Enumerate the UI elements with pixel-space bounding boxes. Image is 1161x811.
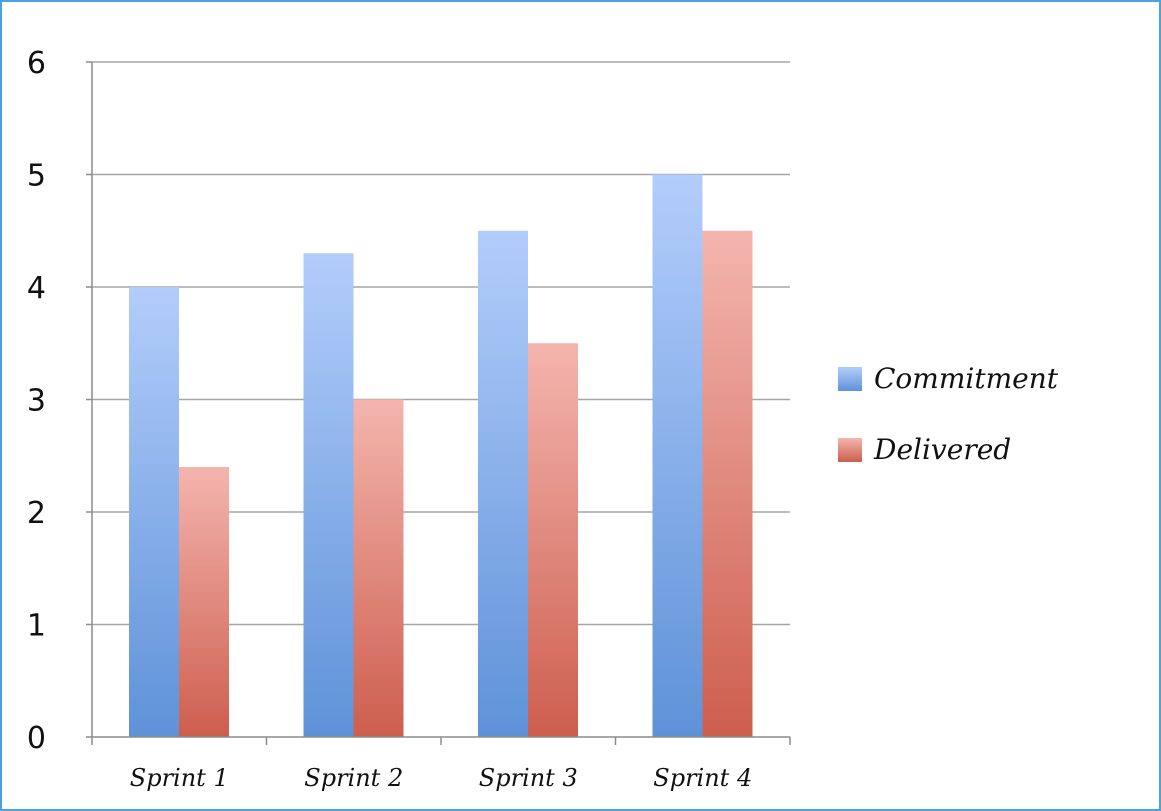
bar-commitment-1 <box>129 287 179 737</box>
y-tick-label: 6 <box>27 46 46 81</box>
bar-commitment-2 <box>303 253 354 737</box>
x-tick-label: Sprint 3 <box>479 764 578 792</box>
legend-swatch-delivered <box>838 438 862 462</box>
bars <box>129 174 753 737</box>
y-tick-label: 5 <box>27 159 46 194</box>
y-tick-label: 4 <box>27 271 46 306</box>
legend-label-commitment: Commitment <box>874 362 1059 395</box>
y-tick-label: 0 <box>27 721 46 756</box>
bar-commitment-3 <box>478 230 528 737</box>
y-tick-label: 2 <box>27 496 46 531</box>
x-tick-label: Sprint 1 <box>130 764 229 792</box>
x-tick-label: Sprint 4 <box>653 764 752 792</box>
bar-delivered-4 <box>702 230 753 737</box>
axes <box>86 61 791 745</box>
y-tick-labels: 0 1 2 3 4 5 6 <box>27 46 46 756</box>
y-tick-label: 1 <box>27 609 46 644</box>
legend-label-delivered: Delivered <box>873 433 1011 466</box>
legend: Commitment Delivered <box>838 362 1059 466</box>
bar-delivered-3 <box>528 343 578 737</box>
y-tick-label: 3 <box>27 384 46 419</box>
x-tick-labels: Sprint 1 Sprint 2 Sprint 3 Sprint 4 <box>130 764 752 792</box>
bar-commitment-4 <box>652 174 703 737</box>
bar-delivered-1 <box>179 467 229 737</box>
bar-delivered-2 <box>353 399 404 737</box>
legend-swatch-commitment <box>838 367 862 391</box>
x-tick-label: Sprint 2 <box>304 764 403 792</box>
